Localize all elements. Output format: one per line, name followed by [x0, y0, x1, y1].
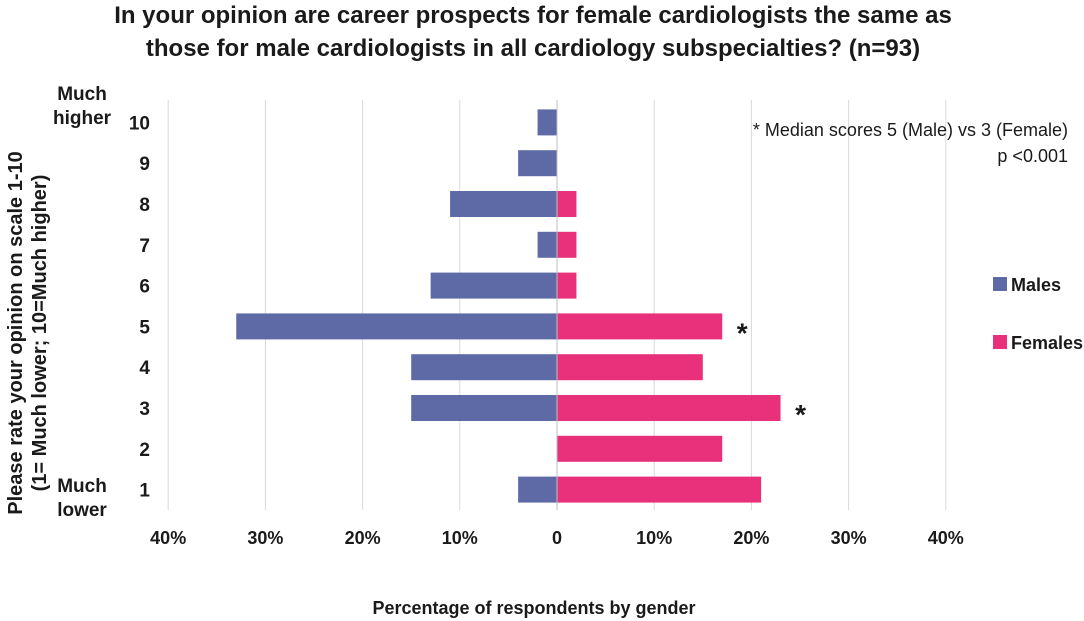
bar-males-1	[518, 476, 557, 503]
bar-males-5	[236, 313, 558, 340]
anchor-much-lower-line-1: Much	[57, 476, 107, 497]
y-axis-label-line-1: Please rate your opinion on scale 1-10	[5, 151, 27, 514]
annotation-line-1: * Median scores 5 (Male) vs 3 (Female)	[753, 120, 1068, 140]
significance-markers: **	[737, 317, 806, 430]
category-label: 7	[139, 236, 150, 257]
anchor-much-lower-line-2: lower	[57, 500, 107, 521]
significance-star: *	[795, 399, 806, 430]
x-tick-label: 0	[552, 528, 562, 548]
x-tick-label: 20%	[345, 528, 381, 548]
bar-males-3	[411, 395, 557, 421]
x-tick-label: 40%	[150, 528, 186, 548]
x-tick-label: 20%	[733, 528, 769, 548]
x-tick-label: 40%	[928, 528, 964, 548]
bar-males-7	[537, 231, 557, 258]
category-label: 4	[139, 358, 150, 379]
x-tick-label: 10%	[442, 528, 478, 548]
bar-females-2	[557, 435, 723, 462]
category-label: 10	[129, 113, 150, 134]
bar-females-1	[557, 476, 762, 503]
bar-females-5	[557, 313, 723, 340]
anchor-much-higher-line-2: higher	[53, 108, 112, 129]
bar-males-9	[518, 150, 557, 177]
category-label: 5	[139, 317, 150, 338]
bar-females-7	[557, 231, 577, 258]
category-label: 8	[139, 195, 150, 216]
legend-label-males: Males	[1011, 275, 1061, 295]
bar-females-3	[557, 395, 781, 421]
bar-males-6	[430, 272, 557, 299]
y-axis-label-line-2: (1= Much lower; 10=Much higher)	[29, 175, 51, 492]
category-label: 1	[139, 481, 150, 502]
anchor-much-higher-line-1: Much	[57, 84, 107, 105]
annotation-line-2: p <0.001	[997, 146, 1068, 166]
significance-star: *	[737, 317, 748, 348]
bar-females-4	[557, 354, 703, 381]
legend-swatch-males	[993, 277, 1007, 291]
x-axis-label: Percentage of respondents by gender	[372, 598, 695, 618]
bar-males-8	[450, 191, 557, 217]
x-tick-label: 30%	[831, 528, 867, 548]
chart-title-line-1: In your opinion are career prospects for…	[114, 2, 952, 29]
category-label: 9	[139, 154, 150, 175]
category-labels: 10 9 8 7 6 5 4 3 2 1	[129, 113, 151, 501]
bar-females-8	[557, 191, 577, 217]
x-tick-label: 30%	[247, 528, 283, 548]
bar-females-6	[557, 272, 577, 299]
category-label: 6	[139, 277, 150, 298]
bar-males-10	[537, 109, 557, 136]
legend: Males Females	[993, 275, 1083, 353]
bars	[236, 100, 781, 510]
x-tick-labels: 40% 30% 20% 10% 0 10% 20% 30% 40%	[150, 528, 964, 548]
x-tick-label: 10%	[636, 528, 672, 548]
legend-swatch-females	[993, 335, 1007, 349]
gridlines	[167, 100, 947, 510]
legend-label-females: Females	[1011, 333, 1083, 353]
category-label: 2	[139, 440, 150, 461]
chart-title-line-2: those for male cardiologists in all card…	[146, 35, 920, 62]
bar-males-4	[411, 354, 557, 381]
category-label: 3	[139, 399, 150, 420]
